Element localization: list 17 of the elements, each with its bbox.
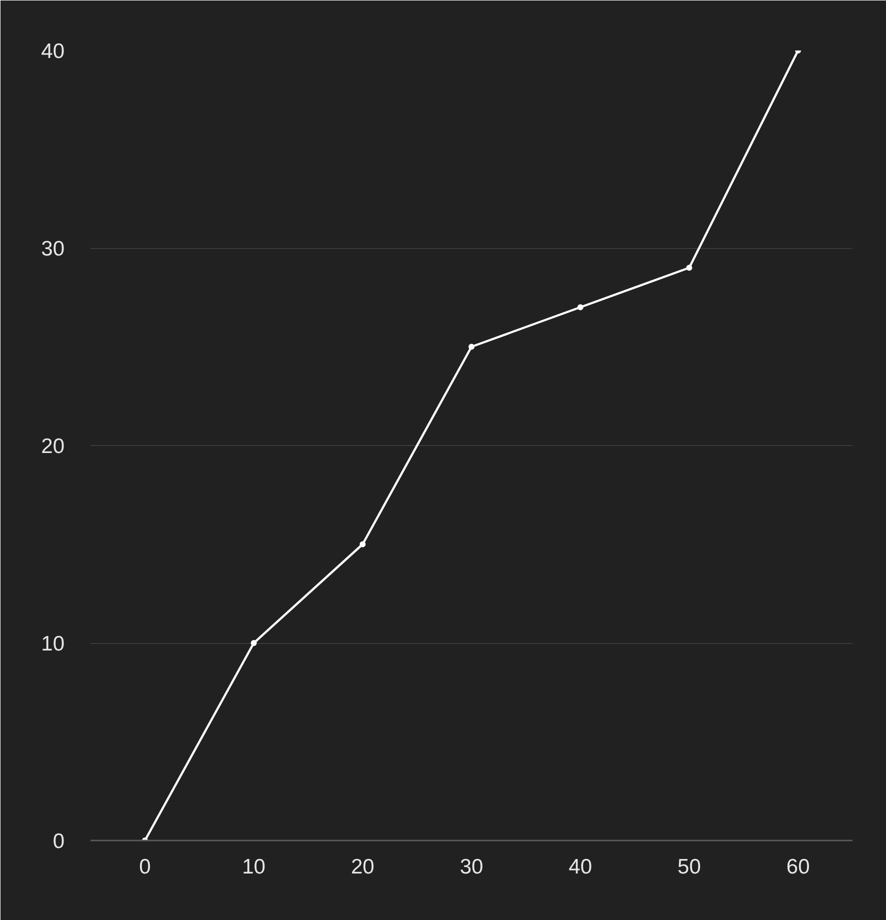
x-tick-label: 40 <box>568 856 592 878</box>
x-tick-label: 50 <box>678 856 701 878</box>
point <box>468 344 474 350</box>
x-tick-label: 10 <box>242 856 266 878</box>
y-tick-label: 0 <box>52 830 65 853</box>
y-tick-label: 40 <box>41 40 64 63</box>
y-tick-label: 30 <box>41 238 64 260</box>
x-tick-label: 60 <box>786 856 810 878</box>
x-tick-label: 30 <box>460 856 484 878</box>
x-tick-label: 20 <box>350 856 374 878</box>
y-tick-label: 10 <box>41 632 64 656</box>
point <box>250 640 257 646</box>
point <box>360 541 366 548</box>
point <box>686 264 692 271</box>
y-tick-label: 20 <box>41 435 64 458</box>
point <box>577 304 584 310</box>
x-tick-label: 0 <box>139 856 151 878</box>
